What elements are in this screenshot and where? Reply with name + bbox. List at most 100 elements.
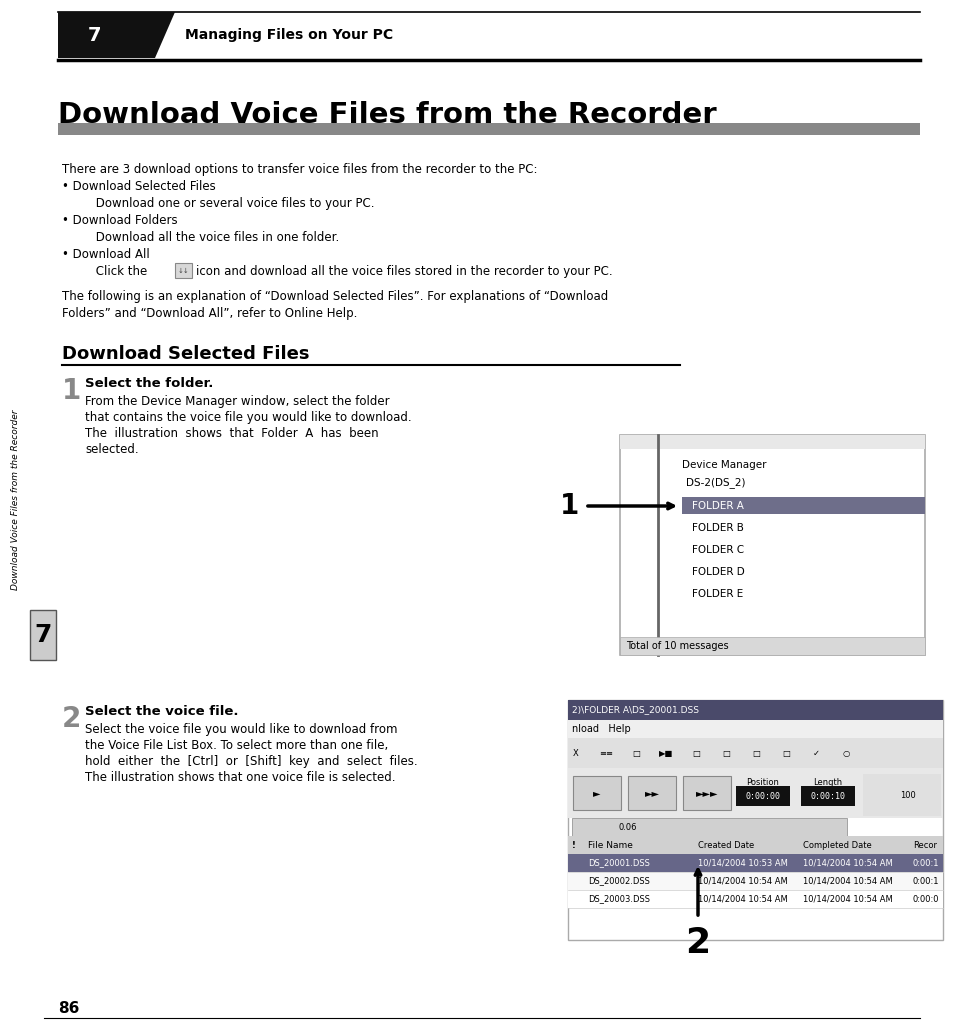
Text: Select the folder.: Select the folder. xyxy=(85,377,213,390)
Text: FOLDER B: FOLDER B xyxy=(691,523,743,533)
Bar xyxy=(567,854,942,872)
Text: 7: 7 xyxy=(34,623,51,647)
Text: 2)\FOLDER A\DS_20001.DSS: 2)\FOLDER A\DS_20001.DSS xyxy=(572,705,699,714)
Text: FOLDER C: FOLDER C xyxy=(691,545,743,555)
Bar xyxy=(572,818,846,836)
Text: The following is an explanation of “Download Selected Files”. For explanations o: The following is an explanation of “Down… xyxy=(62,290,608,320)
Text: 86: 86 xyxy=(58,1001,79,1016)
Bar xyxy=(573,776,620,810)
Text: 0:00:0: 0:00:0 xyxy=(912,894,939,903)
Bar xyxy=(567,890,942,908)
Text: □: □ xyxy=(751,748,760,757)
Text: ↓↓: ↓↓ xyxy=(177,268,189,274)
Text: ►►►: ►►► xyxy=(695,788,718,798)
Text: DS_20003.DSS: DS_20003.DSS xyxy=(587,894,649,903)
Text: FOLDER D: FOLDER D xyxy=(691,567,744,577)
Text: that contains the voice file you would like to download.: that contains the voice file you would l… xyxy=(85,411,411,424)
Text: ○: ○ xyxy=(841,748,849,757)
Text: 0:00:1: 0:00:1 xyxy=(912,858,939,868)
Text: Position: Position xyxy=(746,778,779,787)
Text: X: X xyxy=(573,748,578,757)
Text: Managing Files on Your PC: Managing Files on Your PC xyxy=(185,28,393,42)
Text: □: □ xyxy=(781,748,789,757)
Text: Select the voice file.: Select the voice file. xyxy=(85,705,238,718)
Text: 10/14/2004 10:54 AM: 10/14/2004 10:54 AM xyxy=(698,877,787,885)
Text: Recor: Recor xyxy=(912,840,936,849)
Bar xyxy=(681,497,924,514)
Text: □: □ xyxy=(691,748,700,757)
Text: 10/14/2004 10:54 AM: 10/14/2004 10:54 AM xyxy=(802,858,892,868)
Text: 0:00:1: 0:00:1 xyxy=(912,877,939,885)
Text: icon and download all the voice files stored in the recorder to your PC.: icon and download all the voice files st… xyxy=(195,265,612,278)
Text: From the Device Manager window, select the folder: From the Device Manager window, select t… xyxy=(85,394,389,408)
Bar xyxy=(567,768,942,818)
Text: 1: 1 xyxy=(62,377,81,405)
Bar xyxy=(619,637,924,655)
Text: hold  either  the  [Ctrl]  or  [Shift]  key  and  select  files.: hold either the [Ctrl] or [Shift] key an… xyxy=(85,755,417,768)
Text: the Voice File List Box. To select more than one file,: the Voice File List Box. To select more … xyxy=(85,739,388,752)
Bar xyxy=(567,700,942,721)
Text: 2: 2 xyxy=(684,926,710,960)
Text: Download Voice Files from the Recorder: Download Voice Files from the Recorder xyxy=(58,101,716,129)
Text: 0.06: 0.06 xyxy=(618,823,637,832)
Bar xyxy=(627,776,676,810)
Text: 10/14/2004 10:54 AM: 10/14/2004 10:54 AM xyxy=(698,894,787,903)
Text: FOLDER A: FOLDER A xyxy=(691,501,743,511)
Text: DS_20002.DSS: DS_20002.DSS xyxy=(587,877,649,885)
Text: 7: 7 xyxy=(89,26,102,45)
Text: Completed Date: Completed Date xyxy=(802,840,871,849)
Polygon shape xyxy=(58,12,174,58)
Bar xyxy=(619,435,924,449)
Bar xyxy=(567,872,942,890)
Text: ►►: ►► xyxy=(644,788,659,798)
Text: • Download All: • Download All xyxy=(62,248,150,261)
Text: !: ! xyxy=(572,840,576,849)
Bar xyxy=(801,786,854,806)
Bar xyxy=(567,738,942,768)
Bar xyxy=(30,610,56,660)
Text: nload   Help: nload Help xyxy=(572,724,630,734)
Text: □: □ xyxy=(632,748,639,757)
Text: The illustration shows that one voice file is selected.: The illustration shows that one voice fi… xyxy=(85,771,395,784)
Text: • Download Selected Files: • Download Selected Files xyxy=(62,180,215,193)
Text: 10/14/2004 10:54 AM: 10/14/2004 10:54 AM xyxy=(802,894,892,903)
Text: Select the voice file you would like to download from: Select the voice file you would like to … xyxy=(85,723,397,736)
Text: ►: ► xyxy=(593,788,600,798)
Text: ▶■: ▶■ xyxy=(659,748,673,757)
Text: DS-2(DS_2): DS-2(DS_2) xyxy=(685,477,744,489)
Text: File Name: File Name xyxy=(587,840,632,849)
Text: Download all the voice files in one folder.: Download all the voice files in one fold… xyxy=(62,231,339,244)
Text: ≡≡: ≡≡ xyxy=(598,748,613,757)
Text: • Download Folders: • Download Folders xyxy=(62,214,177,227)
Bar xyxy=(567,836,942,854)
Text: Device Manager: Device Manager xyxy=(681,460,765,470)
Text: ✓: ✓ xyxy=(812,748,819,757)
Bar xyxy=(174,263,192,278)
Bar xyxy=(735,786,789,806)
Text: □: □ xyxy=(721,748,729,757)
Text: Total of 10 messages: Total of 10 messages xyxy=(625,641,728,651)
Bar xyxy=(567,721,942,738)
Bar xyxy=(862,774,940,816)
Text: FOLDER E: FOLDER E xyxy=(691,589,742,599)
Text: Click the: Click the xyxy=(62,265,147,278)
Text: 0:00:00: 0:00:00 xyxy=(744,791,780,800)
Text: Length: Length xyxy=(813,778,841,787)
Text: 10/14/2004 10:54 AM: 10/14/2004 10:54 AM xyxy=(802,877,892,885)
Bar xyxy=(619,435,924,655)
Text: 2: 2 xyxy=(62,705,81,733)
Text: 100: 100 xyxy=(900,790,915,799)
Text: The  illustration  shows  that  Folder  A  has  been: The illustration shows that Folder A has… xyxy=(85,427,378,440)
Text: Download Selected Files: Download Selected Files xyxy=(62,345,309,363)
Bar xyxy=(567,700,942,940)
Text: selected.: selected. xyxy=(85,443,138,456)
Text: Created Date: Created Date xyxy=(698,840,754,849)
Text: Download Voice Files from the Recorder: Download Voice Files from the Recorder xyxy=(11,410,20,591)
Bar xyxy=(682,776,730,810)
Text: 1: 1 xyxy=(559,492,579,520)
Text: 0:00:10: 0:00:10 xyxy=(810,791,844,800)
Text: There are 3 download options to transfer voice files from the recorder to the PC: There are 3 download options to transfer… xyxy=(62,162,537,176)
Text: DS_20001.DSS: DS_20001.DSS xyxy=(587,858,649,868)
Bar xyxy=(58,123,919,135)
Text: Download one or several voice files to your PC.: Download one or several voice files to y… xyxy=(62,197,375,210)
